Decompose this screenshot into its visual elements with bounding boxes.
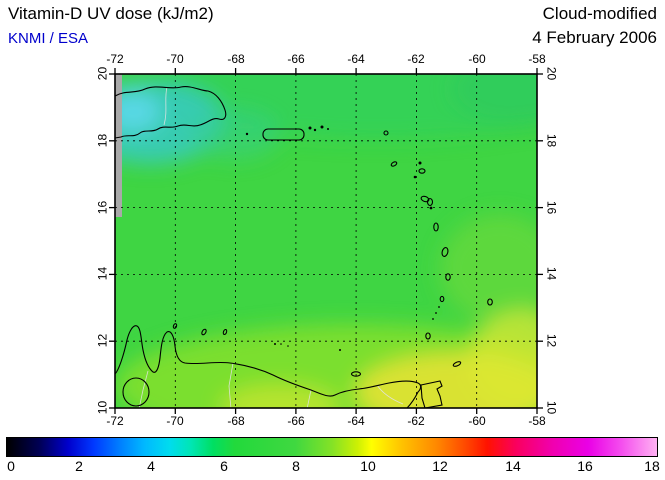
uv-field — [115, 74, 537, 408]
virgin-islands-group — [245, 125, 329, 136]
lon-tick-label-bottom: -66 — [287, 414, 305, 428]
lat-tick-label-right: 12 — [544, 333, 559, 348]
lake-maracaibo-outline — [122, 377, 150, 407]
colorbar-tick-label: 6 — [220, 458, 228, 474]
colorbar-tick-label: 18 — [644, 458, 660, 474]
lesser-antilles-group — [383, 130, 493, 367]
map-frame — [114, 73, 538, 409]
venezuela-islands-group — [172, 323, 362, 377]
south-america-coast — [115, 325, 422, 408]
lon-tick-label-bottom: -58 — [528, 414, 546, 428]
colorbar-tick-label: 2 — [75, 458, 83, 474]
lon-tick-label-top: -62 — [407, 52, 425, 66]
colorbar-tick-label: 16 — [577, 458, 593, 474]
date-label: 4 February 2006 — [532, 28, 657, 47]
colorbar-tick-label: 0 — [7, 458, 15, 474]
lat-tick-label-right: 14 — [544, 266, 559, 281]
lon-tick-label-top: -60 — [468, 52, 486, 66]
lon-tick-label-bottom: -72 — [106, 414, 124, 428]
lon-tick-label-top: -64 — [347, 52, 365, 66]
colorbar-tick-label: 10 — [360, 458, 376, 474]
graticule — [115, 74, 537, 408]
colorbar-tick-label: 4 — [147, 458, 155, 474]
colorbar-tick-label: 12 — [432, 458, 448, 474]
lon-tick-label-top: -72 — [106, 52, 124, 66]
lon-tick-label-top: -58 — [528, 52, 546, 66]
lon-tick-label-bottom: -68 — [227, 414, 245, 428]
source-label: KNMI / ESA — [8, 30, 89, 47]
colorbar-gradient — [6, 437, 658, 457]
lat-tick-label-right: 16 — [544, 200, 559, 215]
lon-tick-label-bottom: -60 — [468, 414, 486, 428]
admin-borders — [138, 86, 404, 408]
lon-tick-label-bottom: -62 — [407, 414, 425, 428]
no-data-strip — [115, 74, 122, 217]
page-title: Vitamin-D UV dose (kJ/m2) — [8, 4, 214, 23]
trinidad-outline — [420, 380, 443, 408]
lon-tick-label-top: -70 — [166, 52, 184, 66]
lon-tick-label-bottom: -64 — [347, 414, 365, 428]
colorbar-tick-label: 14 — [505, 458, 521, 474]
lon-tick-label-top: -66 — [287, 52, 305, 66]
map-plot — [109, 68, 543, 414]
coastlines — [115, 86, 493, 408]
colorbar-tick-label: 8 — [292, 458, 300, 474]
lat-tick-label-right: 20 — [544, 66, 559, 81]
hispaniola-outline — [115, 86, 227, 139]
mode-label: Cloud-modified — [542, 4, 657, 23]
puerto-rico-outline — [262, 128, 305, 141]
lon-tick-label-bottom: -70 — [166, 414, 184, 428]
axis-ticks — [109, 68, 543, 414]
lat-tick-label-right: 10 — [544, 400, 559, 415]
lat-tick-label-right: 18 — [544, 133, 559, 148]
lon-tick-label-top: -68 — [227, 52, 245, 66]
